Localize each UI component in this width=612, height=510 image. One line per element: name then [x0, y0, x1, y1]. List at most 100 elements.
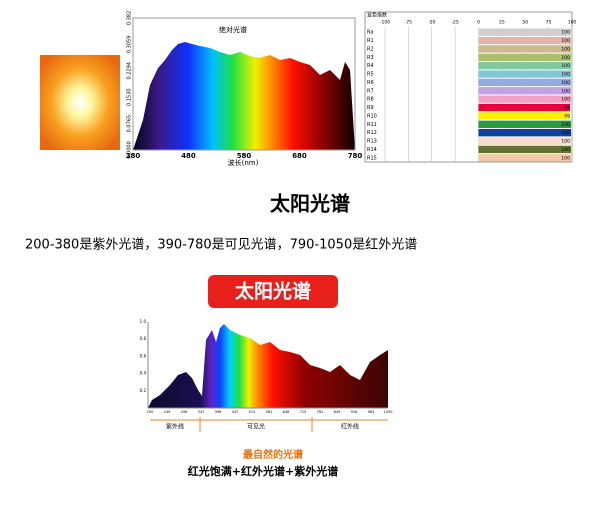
cri-bar	[478, 87, 571, 95]
value-label: 99	[564, 113, 570, 119]
value-label: 100	[561, 155, 570, 161]
cri-bar	[478, 137, 571, 145]
row-label: R8	[367, 97, 374, 103]
y-tick-label: 0.1530	[127, 88, 133, 106]
value-label: 100	[561, 139, 570, 145]
cri-bar	[478, 103, 571, 112]
row-label: R12	[367, 130, 377, 136]
x-tick-label: 581	[266, 410, 273, 414]
cri-bar	[478, 28, 571, 36]
y-tick-label: 0.0000	[127, 141, 133, 159]
axis-label: -100	[380, 20, 390, 26]
value-label: 100	[561, 72, 570, 78]
row-label: R5	[367, 72, 374, 78]
cri-bar	[478, 154, 571, 162]
plot-frame	[132, 17, 356, 151]
cri-bar	[478, 129, 571, 137]
row-label: R3	[367, 55, 374, 61]
y-tick-label: 0.6	[140, 353, 147, 358]
x-tick-label: 200	[147, 410, 154, 414]
x-tick-label: 983	[368, 410, 375, 414]
x-tick-label: 849	[334, 410, 341, 414]
row-label: R4	[367, 63, 374, 69]
x-tick-label: 480	[181, 152, 196, 160]
row-label: R10	[367, 113, 377, 119]
cri-bar	[478, 45, 571, 53]
row-label: R14	[367, 147, 377, 153]
band-label: 紫外线	[166, 423, 184, 431]
cri-bar	[478, 36, 571, 45]
axis-label: 25	[499, 20, 505, 26]
axis-label: 75	[546, 20, 552, 26]
spectrum-area	[133, 42, 355, 150]
x-tick-label: 780	[348, 152, 363, 160]
cri-bar	[478, 62, 571, 70]
x-tick-label: 648	[283, 410, 290, 414]
row-label: Ra	[367, 30, 373, 36]
x-tick-label: 249	[164, 410, 171, 414]
x-tick-label: 380	[126, 152, 141, 160]
row-label: R11	[367, 122, 377, 128]
x-tick-label: 680	[292, 152, 307, 160]
value-label: 100	[561, 147, 570, 153]
cri-bar	[478, 70, 571, 78]
cri-title: 显色指数	[367, 12, 387, 19]
cri-bar	[478, 53, 571, 61]
axis-label: -75	[405, 20, 412, 26]
y-tick-label: 0.3059	[127, 36, 133, 54]
axis-label: -50	[428, 20, 435, 26]
chart-title: 绝对光谱	[219, 25, 247, 34]
value-label: 100	[561, 97, 570, 103]
axis-label: 50	[522, 20, 528, 26]
x-tick-label: 715	[300, 410, 307, 414]
y-tick-label: 0.8	[140, 336, 147, 341]
value-label: 100	[561, 122, 570, 128]
y-tick-label: 0.2	[140, 388, 147, 393]
cri-bar	[478, 95, 571, 103]
x-tick-label: 580	[237, 152, 252, 160]
cri-bar	[478, 112, 571, 120]
badge-text: 太阳光谱	[235, 280, 311, 303]
band-label: 红外线	[341, 423, 359, 431]
y-tick-label: 0.382	[127, 11, 133, 25]
row-label: R15	[367, 155, 377, 161]
x-tick-label: 916	[351, 410, 358, 414]
row-label: R1	[367, 38, 374, 44]
y-tick-label: 1.0	[140, 319, 147, 324]
caption-title: 最自然的光谱	[243, 448, 303, 461]
x-axis-label: 波长(nm)	[228, 158, 259, 167]
row-label: R6	[367, 80, 374, 86]
value-label: 100	[561, 55, 570, 61]
x-tick-label: 782	[317, 410, 324, 414]
heading: 太阳光谱	[270, 192, 350, 216]
y-tick-label: 0.2294	[127, 62, 133, 80]
axis-label: 100	[568, 20, 577, 26]
row-label: R7	[367, 88, 374, 94]
value-label: 100	[561, 88, 570, 94]
value-label: 100	[561, 63, 570, 69]
x-tick-label: 1050	[384, 410, 393, 414]
badge	[208, 275, 338, 308]
axis-label: 0	[477, 20, 480, 26]
x-tick-label: 396	[215, 410, 222, 414]
value-label: 99	[564, 105, 570, 111]
value-label: 100	[561, 30, 570, 36]
sun-image	[40, 55, 120, 150]
cri-bar	[478, 145, 571, 154]
y-tick-label: 0.4	[140, 371, 147, 376]
value-label: 100	[561, 130, 570, 136]
x-tick-label: 347	[198, 410, 205, 414]
row-label: R13	[367, 139, 377, 145]
y-tick-label: 0.0765	[127, 115, 133, 133]
cri-bar	[478, 120, 571, 128]
x-tick-label: 514	[249, 410, 256, 414]
x-tick-label: 298	[181, 410, 188, 414]
spectrum-area	[148, 324, 388, 408]
description: 200-380是紫外光谱，390-780是可见光谱，790-1050是红外光谱	[25, 237, 417, 253]
value-label: 100	[561, 80, 570, 86]
value-label: 100	[561, 38, 570, 44]
axis-label: -25	[451, 20, 458, 26]
value-label: 100	[561, 46, 570, 52]
band-label: 可见光	[247, 423, 265, 431]
